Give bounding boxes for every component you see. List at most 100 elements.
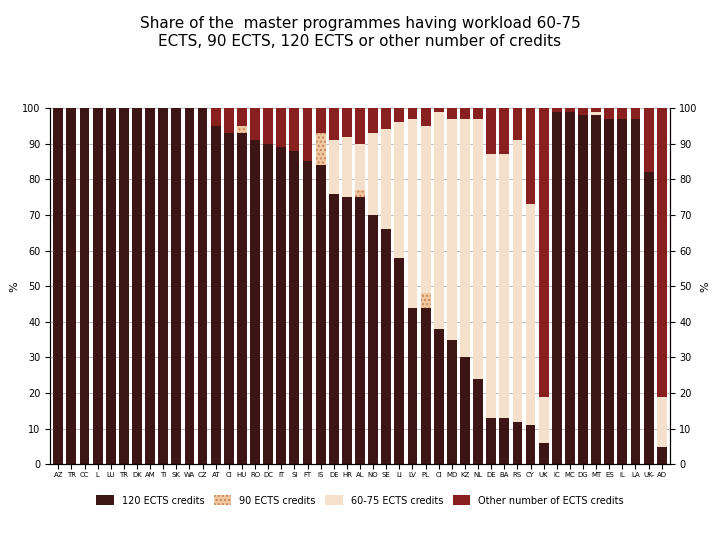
Bar xyxy=(433,329,444,464)
Bar xyxy=(368,133,378,215)
Bar xyxy=(408,108,418,119)
Bar xyxy=(355,190,365,197)
Bar xyxy=(382,130,391,229)
Bar xyxy=(355,144,365,190)
Bar xyxy=(316,108,325,133)
Bar xyxy=(420,308,431,464)
Bar xyxy=(145,108,155,464)
Bar xyxy=(355,108,365,144)
Bar xyxy=(447,108,456,119)
Bar xyxy=(460,119,470,357)
Bar xyxy=(368,108,378,133)
Bar xyxy=(552,108,562,112)
Bar xyxy=(565,112,575,464)
Bar xyxy=(329,193,338,464)
Bar xyxy=(224,108,234,133)
Bar xyxy=(657,108,667,397)
Bar xyxy=(644,108,654,172)
Bar xyxy=(316,133,325,165)
Bar xyxy=(171,108,181,464)
Bar xyxy=(237,126,247,133)
Bar xyxy=(250,140,260,464)
Bar xyxy=(420,293,431,308)
Bar xyxy=(486,154,496,418)
Bar xyxy=(250,108,260,140)
Bar xyxy=(447,340,456,464)
Bar xyxy=(342,197,352,464)
Bar xyxy=(93,108,102,464)
Bar xyxy=(342,137,352,197)
Bar xyxy=(289,151,300,464)
Bar xyxy=(302,108,312,161)
Bar xyxy=(420,293,431,308)
Bar xyxy=(420,126,431,293)
Bar xyxy=(158,108,168,464)
Bar xyxy=(302,161,312,464)
Bar xyxy=(591,108,601,112)
Bar xyxy=(539,443,549,464)
Bar xyxy=(473,119,483,379)
Bar xyxy=(500,108,509,154)
Bar xyxy=(513,108,522,140)
Bar xyxy=(224,133,234,464)
Bar xyxy=(355,197,365,464)
Bar xyxy=(368,215,378,464)
Bar xyxy=(526,425,536,464)
Bar xyxy=(460,108,470,119)
Bar xyxy=(395,108,404,122)
Bar xyxy=(106,108,116,464)
Bar xyxy=(433,112,444,329)
Bar xyxy=(657,397,667,447)
Bar xyxy=(289,108,300,151)
Bar xyxy=(408,119,418,308)
Bar xyxy=(382,108,391,130)
Bar xyxy=(276,108,287,147)
Bar xyxy=(395,258,404,464)
Bar xyxy=(211,126,220,464)
Bar xyxy=(119,108,129,464)
Bar xyxy=(565,108,575,112)
Bar xyxy=(500,154,509,418)
Legend: 120 ECTS credits, 90 ECTS credits, 60-75 ECTS credits, Other number of ECTS cred: 120 ECTS credits, 90 ECTS credits, 60-75… xyxy=(92,491,628,509)
Bar xyxy=(342,108,352,137)
Bar xyxy=(539,397,549,443)
Bar xyxy=(604,119,614,464)
Bar xyxy=(618,108,627,119)
Bar xyxy=(237,126,247,133)
Bar xyxy=(578,115,588,464)
Bar xyxy=(264,108,273,144)
Bar xyxy=(329,108,338,140)
Bar xyxy=(329,140,338,193)
Bar xyxy=(132,108,142,464)
Bar xyxy=(591,112,601,115)
Bar xyxy=(631,119,640,464)
Bar xyxy=(591,115,601,464)
Bar xyxy=(644,172,654,464)
Bar xyxy=(53,108,63,464)
Bar xyxy=(198,108,207,464)
Bar xyxy=(513,422,522,464)
Bar xyxy=(276,147,287,464)
Bar xyxy=(552,112,562,464)
Text: Share of the  master programmes having workload 60-75
ECTS, 90 ECTS, 120 ECTS or: Share of the master programmes having wo… xyxy=(140,16,580,49)
Bar xyxy=(657,447,667,464)
Bar xyxy=(513,140,522,422)
Bar xyxy=(237,133,247,464)
Bar xyxy=(408,308,418,464)
Bar xyxy=(631,108,640,119)
Bar xyxy=(486,108,496,154)
Bar xyxy=(447,119,456,340)
Bar xyxy=(395,122,404,258)
Bar xyxy=(264,144,273,464)
Bar xyxy=(526,108,536,204)
Y-axis label: %: % xyxy=(701,281,711,292)
Bar xyxy=(355,190,365,197)
Bar xyxy=(526,204,536,425)
Bar xyxy=(211,108,220,126)
Bar xyxy=(604,108,614,119)
Bar xyxy=(433,108,444,112)
Bar xyxy=(382,229,391,464)
Bar xyxy=(500,418,509,464)
Bar xyxy=(618,119,627,464)
Bar xyxy=(80,108,89,464)
